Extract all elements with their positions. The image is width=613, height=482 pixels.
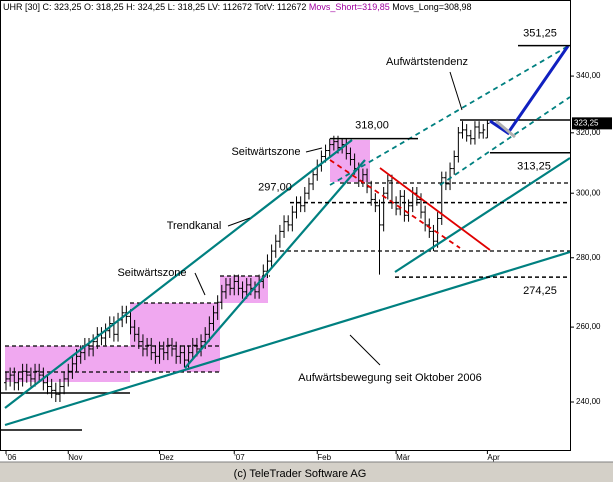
y-tick-label: 240,00 [576, 397, 601, 406]
level-label: 351,25 [523, 28, 557, 40]
channel-line [329, 159, 461, 249]
trend-line [329, 44, 571, 186]
channel-line [379, 167, 491, 251]
zone [130, 303, 220, 372]
level-label: 274,25 [523, 285, 557, 297]
trend-line [4, 139, 353, 409]
last-price-box [572, 117, 612, 130]
header-quote: UHR [30] C: 323,25 O: 318,25 H: 324,25 L… [3, 2, 306, 12]
footer-band [0, 462, 613, 482]
down-channel [329, 159, 491, 251]
arrow [305, 147, 323, 153]
y-tick-label: 280,00 [576, 253, 601, 262]
header: UHR [30] C: 323,25 O: 318,25 H: 324,25 L… [3, 2, 472, 12]
level-label: 318,00 [355, 120, 389, 132]
trend-lines [4, 139, 571, 427]
x-tick-label: Dez [160, 453, 174, 462]
annotation: Seitwärtszone [231, 146, 300, 158]
x-tick-label: Mär [396, 453, 410, 462]
x-tick-label: '06 [6, 453, 17, 462]
plot-background [0, 0, 613, 462]
movs-short: Movs_Short=319,85 [309, 2, 390, 12]
trend-line [184, 159, 366, 369]
annotation: Aufwärtsbewegung seit Oktober 2006 [298, 372, 481, 384]
y-tick-label: 340,00 [576, 71, 601, 80]
x-tick-label: Apr [487, 453, 500, 462]
trend-line [4, 250, 571, 427]
level-label: 297,00 [258, 182, 292, 194]
movs-long: Movs_Long=308,98 [392, 2, 471, 12]
footer: (c) TeleTrader Software AG [234, 468, 367, 480]
trend-line [394, 157, 571, 273]
projection-alt [495, 119, 516, 139]
level-label: 313,25 [517, 161, 551, 173]
y-tick-label: 300,00 [576, 188, 601, 197]
arrow [194, 272, 206, 296]
x-tick-label: '07 [234, 453, 245, 462]
arrows [194, 71, 463, 366]
arrow [227, 217, 251, 227]
annotation: Aufwärtstendenz [386, 56, 468, 68]
annotation: Trendkanal [167, 220, 222, 232]
y-tick-label: 260,00 [576, 322, 601, 331]
plot-frame [0, 0, 571, 451]
x-tick-label: Feb [317, 453, 331, 462]
arrow [449, 71, 463, 111]
zone [5, 346, 130, 382]
x-tick-label: Nov [68, 453, 82, 462]
y-tick-label: 320,00 [576, 128, 601, 137]
annotation: Seitwärtszone [117, 267, 186, 279]
arrow [349, 334, 381, 366]
trend-dashed [329, 44, 571, 186]
last-price-label: 323,25 [574, 118, 599, 127]
trend-line [439, 96, 571, 186]
